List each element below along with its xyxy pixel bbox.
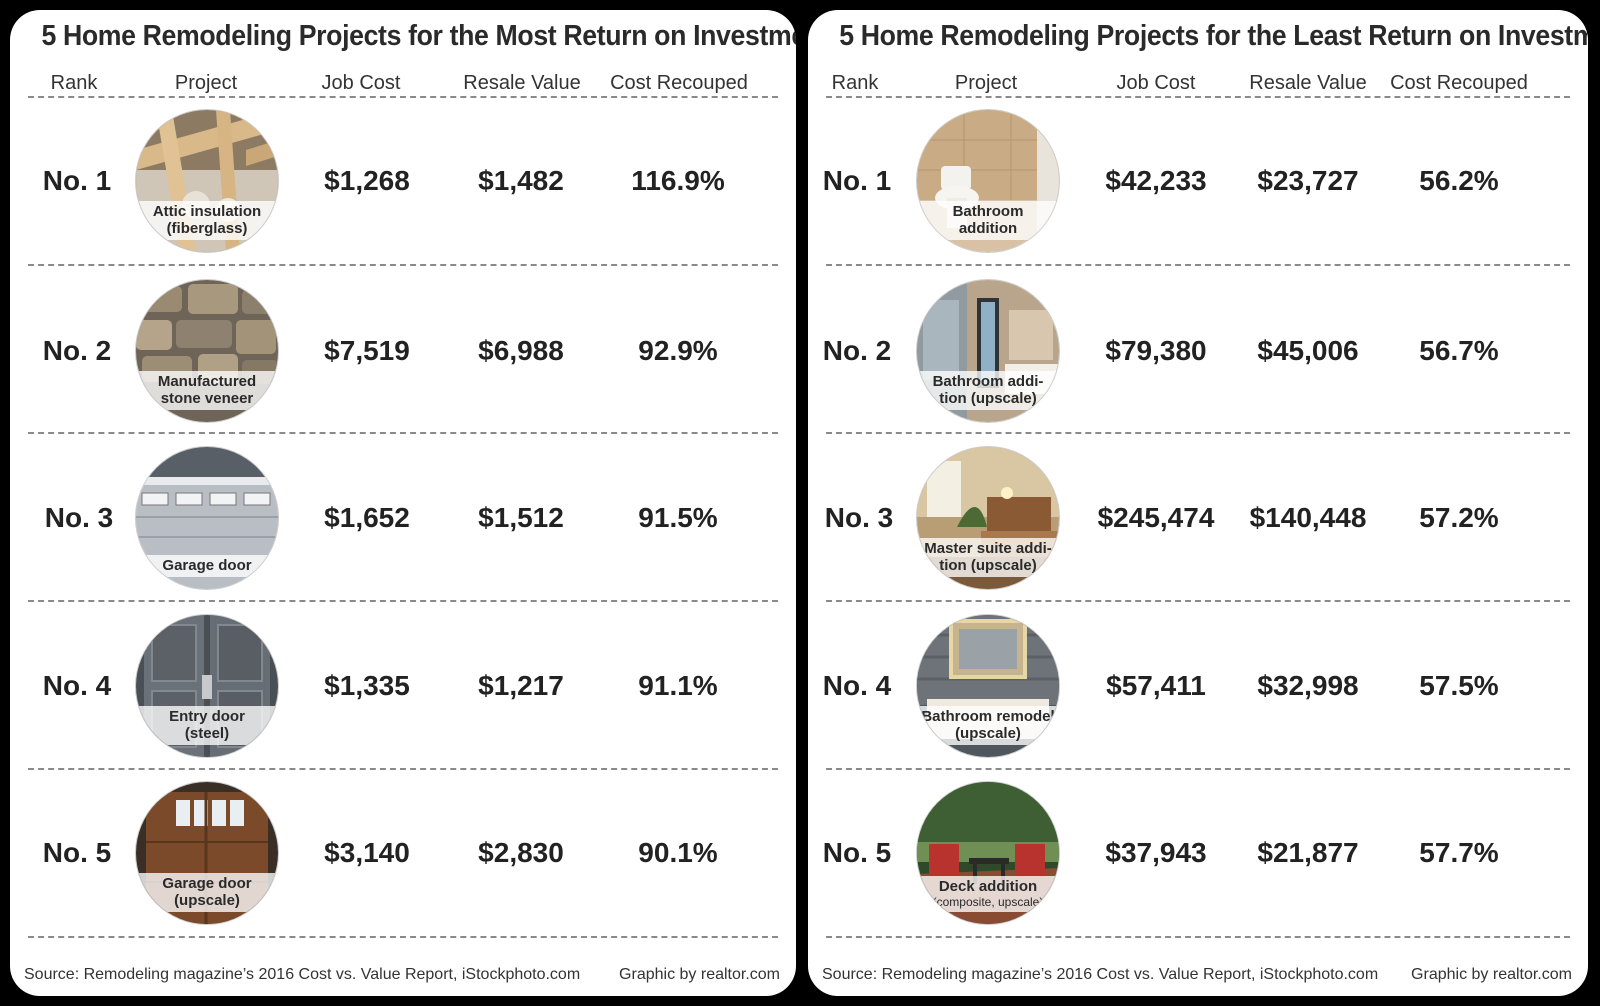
source-note: Source: Remodeling magazine’s 2016 Cost … bbox=[24, 966, 581, 983]
header-resale-value: Resale Value bbox=[463, 72, 581, 94]
job-cost: $79,380 bbox=[1105, 335, 1207, 366]
job-cost: $245,474 bbox=[1097, 502, 1215, 533]
divider bbox=[28, 936, 778, 938]
photo-caption: Deck addition (composite, upscale) bbox=[917, 876, 1059, 912]
photo-caption: Manufactured stone veneer bbox=[136, 371, 278, 410]
divider bbox=[826, 936, 1570, 938]
divider bbox=[28, 96, 778, 98]
cost-recouped: 56.2% bbox=[1419, 165, 1499, 196]
divider bbox=[826, 432, 1570, 434]
photo-caption: Entry door (steel) bbox=[136, 706, 278, 745]
rank: No. 1 bbox=[822, 165, 892, 196]
rank: No. 4 bbox=[42, 670, 112, 701]
resale-value: $32,998 bbox=[1257, 670, 1359, 701]
divider bbox=[826, 264, 1570, 266]
divider bbox=[28, 264, 778, 266]
resale-value: $6,988 bbox=[478, 335, 564, 366]
graphic-credit: Graphic by realtor.com bbox=[1411, 966, 1572, 983]
photo-caption: Attic insulation (fiberglass) bbox=[136, 201, 278, 240]
cost-recouped: 57.2% bbox=[1419, 502, 1499, 533]
source-note: Source: Remodeling magazine’s 2016 Cost … bbox=[822, 966, 1379, 983]
job-cost: $1,268 bbox=[324, 165, 410, 196]
job-cost: $42,233 bbox=[1105, 165, 1207, 196]
header-resale-value: Resale Value bbox=[1249, 72, 1367, 94]
header-project: Project bbox=[954, 72, 1018, 94]
divider bbox=[826, 600, 1570, 602]
photo-caption: Bathroom addition bbox=[917, 201, 1059, 240]
photo-caption: Garage door (upscale) bbox=[136, 873, 278, 912]
divider bbox=[826, 96, 1570, 98]
photo-caption: Garage door bbox=[136, 555, 278, 577]
rank: No. 2 bbox=[42, 335, 112, 366]
least-return-panel: 5 Home Remodeling Projects for the Least… bbox=[808, 10, 1588, 996]
resale-value: $23,727 bbox=[1257, 165, 1359, 196]
cost-recouped: 56.7% bbox=[1419, 335, 1499, 366]
job-cost: $37,943 bbox=[1105, 837, 1207, 868]
header-rank: Rank bbox=[831, 72, 879, 94]
photo-caption: Bathroom remodel (upscale) bbox=[917, 706, 1059, 745]
divider bbox=[28, 768, 778, 770]
cost-recouped: 57.7% bbox=[1419, 837, 1499, 868]
resale-value: $1,512 bbox=[478, 502, 564, 533]
job-cost: $3,140 bbox=[324, 837, 410, 868]
cost-recouped: 91.1% bbox=[638, 670, 718, 701]
rank: No. 3 bbox=[44, 502, 114, 533]
rank: No. 5 bbox=[822, 837, 892, 868]
job-cost: $7,519 bbox=[324, 335, 410, 366]
upscale-bathroom-addition-photo: Bathroom addi- tion (upscale) bbox=[917, 280, 1059, 422]
job-cost: $57,411 bbox=[1106, 670, 1206, 701]
rank: No. 1 bbox=[42, 165, 112, 196]
rank: No. 5 bbox=[42, 837, 112, 868]
entry-door-photo: Entry door (steel) bbox=[136, 615, 278, 757]
resale-value: $1,482 bbox=[478, 165, 564, 196]
resale-value: $1,217 bbox=[478, 670, 564, 701]
job-cost: $1,335 bbox=[324, 670, 410, 701]
header-rank: Rank bbox=[50, 72, 98, 94]
rank: No. 4 bbox=[822, 670, 892, 701]
garage-door-photo: Garage door bbox=[136, 447, 278, 589]
resale-value: $21,877 bbox=[1257, 837, 1359, 868]
cost-recouped: 91.5% bbox=[638, 502, 718, 533]
cost-recouped: 92.9% bbox=[638, 335, 718, 366]
divider bbox=[28, 600, 778, 602]
header-job-cost: Job Cost bbox=[1116, 72, 1196, 94]
header-cost-recouped: Cost Recouped bbox=[610, 72, 748, 94]
graphic-credit: Graphic by realtor.com bbox=[619, 966, 780, 983]
attic-insulation-photo: Attic insulation (fiberglass) bbox=[136, 110, 278, 252]
rank: No. 2 bbox=[822, 335, 892, 366]
panel-title: 5 Home Remodeling Projects for the Least… bbox=[839, 20, 1588, 52]
deck-addition-photo: Deck addition (composite, upscale) bbox=[917, 782, 1059, 924]
master-suite-photo: Master suite addi- tion (upscale) bbox=[917, 447, 1059, 589]
resale-value: $2,830 bbox=[478, 837, 564, 868]
rank: No. 3 bbox=[824, 502, 894, 533]
photo-caption: Master suite addi- tion (upscale) bbox=[917, 538, 1059, 577]
header-project: Project bbox=[174, 72, 238, 94]
header-cost-recouped: Cost Recouped bbox=[1390, 72, 1528, 94]
stone-veneer-photo: Manufactured stone veneer bbox=[136, 280, 278, 422]
job-cost: $1,652 bbox=[324, 502, 410, 533]
photo-caption: Bathroom addi- tion (upscale) bbox=[917, 371, 1059, 410]
cost-recouped: 90.1% bbox=[638, 837, 718, 868]
cost-recouped: 57.5% bbox=[1419, 670, 1499, 701]
header-job-cost: Job Cost bbox=[321, 72, 401, 94]
bathroom-remodel-photo: Bathroom remodel (upscale) bbox=[917, 615, 1059, 757]
resale-value: $140,448 bbox=[1249, 502, 1367, 533]
cost-recouped: 116.9% bbox=[631, 165, 725, 196]
most-return-panel: 5 Home Remodeling Projects for the Most … bbox=[10, 10, 796, 996]
resale-value: $45,006 bbox=[1257, 335, 1359, 366]
divider bbox=[28, 432, 778, 434]
panel-title: 5 Home Remodeling Projects for the Most … bbox=[41, 20, 796, 52]
upscale-garage-door-photo: Garage door (upscale) bbox=[136, 782, 278, 924]
bathroom-addition-photo: Bathroom addition bbox=[917, 110, 1059, 252]
divider bbox=[826, 768, 1570, 770]
